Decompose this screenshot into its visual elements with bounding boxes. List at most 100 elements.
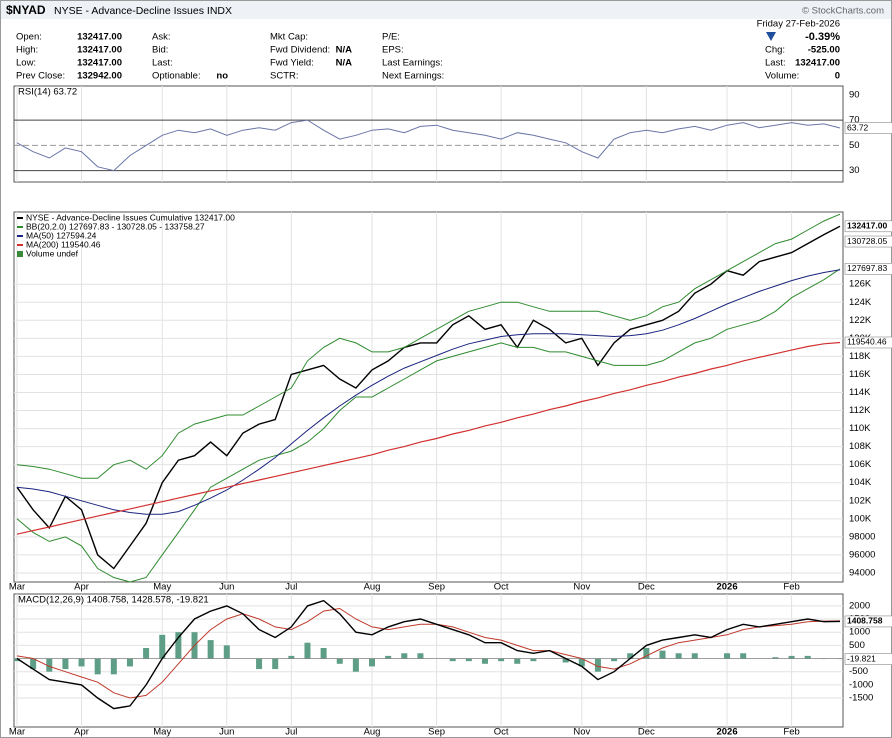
x-tick-label: Sep [428, 582, 445, 593]
legend-label: MA(200) 119540.46 [26, 239, 101, 249]
x-tick-label: May [153, 727, 171, 738]
quote-label: Ask: [152, 32, 170, 43]
symbol-name: NYSE - Advance-Decline Issues INDX [54, 5, 232, 17]
histogram-bar [740, 653, 747, 659]
x-tick-label: Mar [9, 727, 25, 738]
series-line [16, 607, 841, 699]
histogram-bar [62, 658, 69, 670]
x-tick-label: May [153, 582, 171, 593]
quote-date: Friday 27-Feb-2026 [757, 19, 840, 30]
x-tick-label: Jun [219, 727, 234, 738]
watermark: © StockCharts.com [802, 6, 884, 17]
down-arrow [766, 32, 776, 41]
histogram-bar [175, 632, 182, 659]
x-tick-label: Apr [74, 582, 89, 593]
quote-value: 132417.00 [77, 45, 122, 56]
y-tick-label: 104K [849, 477, 872, 488]
x-tick-label: Jun [219, 582, 234, 593]
change-pct: -0.39% [805, 31, 840, 43]
histogram-bar [143, 647, 150, 659]
panel-title: RSI(14) 63.72 [18, 87, 77, 98]
title-bar [1, 1, 891, 19]
y-tick-label: 2000 [849, 600, 870, 611]
y-tick-label: 70 [849, 115, 860, 126]
value-label: 63.72 [847, 122, 869, 132]
y-tick-label: -1000 [849, 679, 873, 690]
histogram-bar [627, 653, 634, 659]
histogram-bar [465, 658, 472, 662]
y-tick-label: 112K [849, 405, 871, 416]
y-tick-label: 102K [849, 495, 872, 506]
summary-label: Chg: [765, 45, 785, 56]
x-tick-label: Aug [364, 582, 381, 593]
value-label-box [844, 615, 892, 628]
histogram-bar [385, 655, 392, 659]
series-line [16, 269, 841, 515]
x-tick-label: 2026 [716, 727, 737, 738]
quote-label: High: [16, 45, 38, 56]
summary-value: 132417.00 [795, 58, 840, 69]
histogram-bar [336, 658, 343, 664]
histogram-bar [320, 647, 327, 659]
quote-label: Open: [16, 32, 42, 43]
value-label-box [844, 263, 892, 275]
x-tick-label: Aug [364, 727, 381, 738]
y-tick-label: 110K [849, 423, 871, 434]
histogram-bar [272, 658, 279, 670]
x-tick-label: Feb [783, 582, 799, 593]
series-line [16, 119, 841, 172]
y-tick-label: -500 [849, 666, 868, 677]
series-line [16, 268, 841, 583]
quote-label: Optionable: [152, 71, 201, 82]
histogram-bar [772, 657, 779, 659]
histogram-bar [14, 658, 20, 662]
histogram-bar [30, 658, 37, 670]
summary-value: -525.00 [808, 45, 840, 56]
histogram-bar [159, 634, 166, 659]
y-tick-label: 500 [849, 640, 865, 651]
histogram-bar [643, 647, 650, 659]
quote-label: P/E: [382, 32, 400, 43]
histogram-bar [110, 658, 117, 675]
histogram-bar [691, 653, 698, 659]
histogram-bar [611, 658, 618, 662]
symbol: $NYAD [6, 3, 46, 17]
value-label-box [844, 653, 892, 665]
y-tick-label: 98000 [849, 531, 875, 542]
y-tick-label: 126K [849, 279, 872, 290]
summary-label: Last: [765, 58, 786, 69]
y-tick-label: 116K [849, 369, 871, 380]
quote-label: Bid: [152, 45, 168, 56]
quote-label: Last: [152, 58, 173, 69]
value-label-box [844, 122, 892, 134]
quote-label: Fwd Dividend: [270, 45, 330, 56]
panel-title: MACD(12,26,9) 1408.758, 1428.578, -19.82… [18, 595, 209, 606]
y-tick-label: 122K [849, 315, 872, 326]
y-tick-label: 100K [849, 513, 872, 524]
quote-label: SCTR: [270, 71, 299, 82]
legend-label: NYSE - Advance-Decline Issues Cumulative… [26, 212, 235, 222]
histogram-bar [46, 658, 53, 672]
histogram-bar [369, 658, 376, 667]
x-tick-label: Mar [9, 582, 25, 593]
histogram-bar [675, 653, 682, 659]
panel [13, 211, 844, 583]
histogram-bar [514, 658, 521, 664]
y-tick-label: 118K [849, 351, 871, 362]
histogram-bar [788, 655, 795, 659]
quote-label: Prev Close: [16, 71, 65, 82]
x-tick-label: Dec [638, 582, 655, 593]
summary-label: Volume: [765, 71, 799, 82]
value-label-box [844, 220, 892, 233]
y-tick-label: 1000 [849, 627, 870, 638]
histogram-bar [256, 658, 263, 670]
histogram-bar [530, 658, 537, 662]
value-label: -19.821 [847, 653, 876, 663]
series-line [16, 599, 841, 710]
quote-label: EPS: [382, 45, 404, 56]
histogram-bar [78, 658, 85, 667]
histogram-bar [207, 640, 214, 659]
histogram-bar [594, 658, 601, 672]
histogram-bar [578, 658, 585, 667]
